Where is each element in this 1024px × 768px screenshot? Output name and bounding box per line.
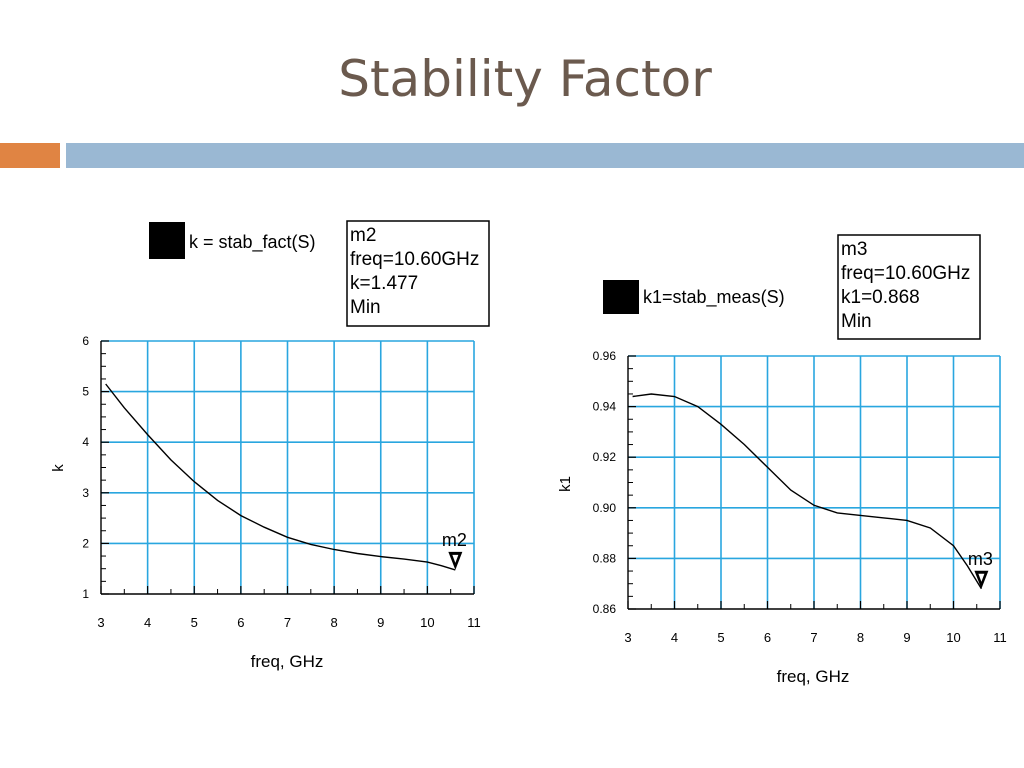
- k-x-tick-label-4: 7: [284, 615, 291, 630]
- k-legend-label: k = stab_fact(S): [189, 232, 316, 253]
- k-series-line-0: [105, 383, 456, 571]
- k1-x-tick-label-1: 4: [671, 630, 678, 645]
- k1-x-tick-label-0: 3: [624, 630, 631, 645]
- k-marker-readout-box: [346, 220, 490, 327]
- k1-x-tick-label-6: 9: [903, 630, 910, 645]
- k1-marker-readout-box: [837, 234, 981, 340]
- k1-y-axis-label: k1: [557, 476, 574, 492]
- k1-marker-readout-line-0: m3: [841, 239, 867, 260]
- k-x-tick-label-6: 9: [377, 615, 384, 630]
- k-y-tick-label-4: 5: [82, 385, 89, 399]
- k1-marker-readout-line-2: k1=0.868: [841, 287, 920, 308]
- k1-series-line-0: [632, 393, 982, 590]
- k1-x-tick-label-5: 8: [857, 630, 864, 645]
- k1-y-tick-label-1: 0.88: [593, 551, 617, 565]
- k-y-tick-label-2: 3: [82, 486, 89, 500]
- k-marker-readout-line-2: k=1.477: [350, 273, 418, 294]
- accent-bar-orange: [0, 143, 60, 168]
- k-marker-label: m2: [442, 530, 467, 550]
- k1-y-tick-label-0: 0.86: [593, 602, 617, 616]
- k1-marker-label: m3: [968, 549, 993, 569]
- k1-y-tick-label-3: 0.92: [593, 450, 617, 464]
- k1-marker-readout-line-1: freq=10.60GHz: [841, 263, 970, 284]
- k-x-tick-label-8: 11: [467, 615, 481, 630]
- k-y-tick-label-5: 6: [82, 334, 89, 348]
- k-x-tick-label-7: 10: [420, 615, 434, 630]
- k-marker-readout-line-0: m2: [350, 225, 376, 246]
- k-x-axis-label: freq, GHz: [251, 652, 324, 671]
- k-x-tick-label-5: 8: [331, 615, 338, 630]
- k1-x-tick-label-3: 6: [764, 630, 771, 645]
- k-x-tick-label-2: 5: [191, 615, 198, 630]
- slide-title: Stability Factor: [338, 50, 712, 108]
- k-marker-readout-line-3: Min: [350, 297, 381, 318]
- k1-marker-triangle-inner: [978, 573, 985, 582]
- k1-legend-label: k1=stab_meas(S): [643, 287, 785, 308]
- k-y-tick-label-0: 1: [82, 587, 89, 601]
- k1-y-tick-label-2: 0.90: [593, 501, 617, 515]
- k-x-tick-label-1: 4: [144, 615, 151, 630]
- k1-y-tick-label-4: 0.94: [593, 400, 617, 414]
- k1-x-tick-label-7: 10: [946, 630, 960, 645]
- k-marker-triangle-inner: [452, 554, 459, 563]
- k1-x-tick-label-4: 7: [810, 630, 817, 645]
- k1-x-axis-label: freq, GHz: [777, 667, 850, 686]
- k-y-tick-label-3: 4: [82, 435, 89, 449]
- k-legend-swatch: [149, 222, 185, 259]
- k-x-tick-label-3: 6: [237, 615, 244, 630]
- k1-x-tick-label-2: 5: [717, 630, 724, 645]
- k1-legend-swatch: [603, 280, 639, 314]
- k-y-tick-label-1: 2: [82, 536, 89, 550]
- k1-x-tick-label-8: 11: [993, 630, 1007, 645]
- k1-y-tick-label-5: 0.96: [593, 349, 617, 363]
- k-x-tick-label-0: 3: [97, 615, 104, 630]
- k1-marker-readout-line-3: Min: [841, 311, 872, 332]
- accent-bar-blue: [66, 143, 1024, 168]
- k-y-axis-label: k: [50, 464, 67, 472]
- k-marker-readout-line-1: freq=10.60GHz: [350, 249, 479, 270]
